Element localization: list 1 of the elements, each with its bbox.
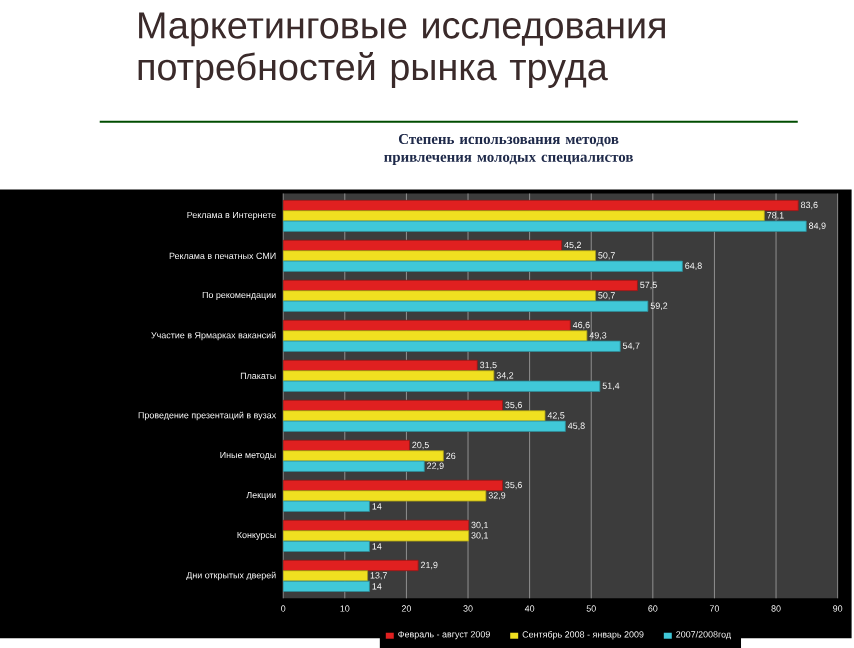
chart-title: Маркетинговые исследования потребностей рынка труда <box>138 12 665 88</box>
